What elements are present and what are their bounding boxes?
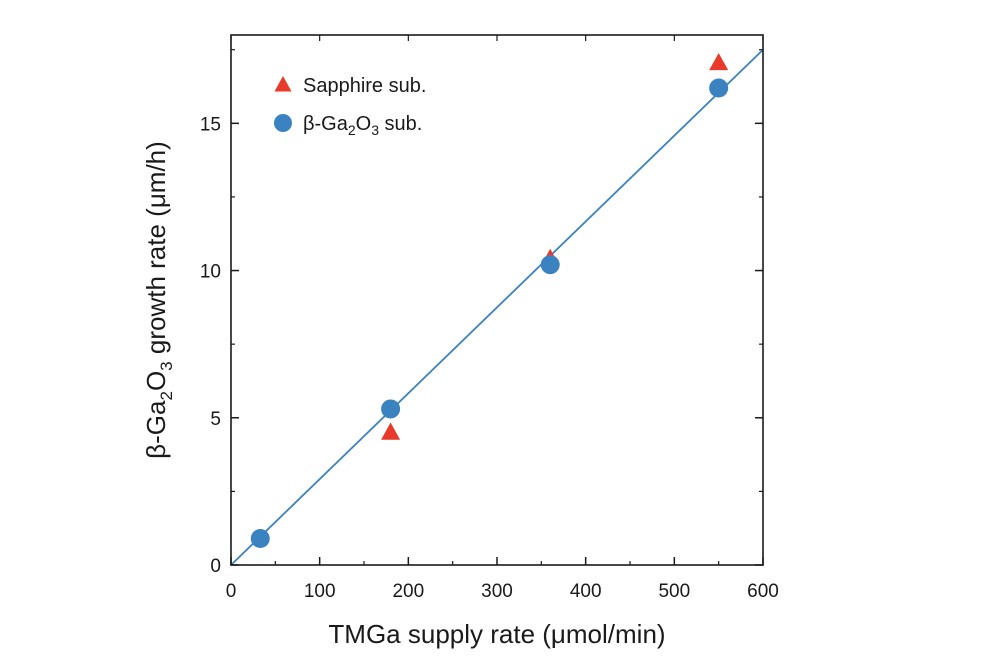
data-points-layer [250, 52, 729, 548]
y-axis-title-sub2: 3 [157, 361, 176, 370]
axis-ticks: 0 100 200 300 400 500 600 0 5 10 15 [200, 35, 779, 602]
x-tick-label: 200 [392, 581, 424, 602]
data-point-ga2o3 [709, 78, 729, 98]
y-tick-label: 0 [210, 556, 221, 577]
x-tick-label: 500 [658, 581, 690, 602]
y-axis-title-sub1: 2 [157, 391, 176, 400]
data-point-ga2o3 [250, 529, 270, 548]
fit-line [230, 49, 764, 566]
data-point-sapphire [381, 422, 401, 440]
data-point-ga2o3 [540, 255, 560, 275]
y-tick-label: 15 [200, 114, 221, 135]
legend-label-ga2o3-suffix: sub. [379, 113, 422, 135]
y-axis-title-prefix: β-Ga [141, 400, 171, 459]
legend-marker-sapphire [274, 76, 292, 92]
y-axis-title-mid: O [141, 371, 171, 391]
legend-label-ga2o3-sub2: 3 [371, 122, 379, 138]
legend-marker-ga2o3 [274, 114, 292, 132]
x-tick-label: 0 [226, 581, 237, 602]
legend: Sapphire sub. β-Ga2O3 sub. [274, 75, 426, 138]
y-axis-title-suffix: growth rate (μm/h) [141, 141, 171, 361]
legend-label-sapphire: Sapphire sub. [303, 75, 426, 97]
x-tick-label: 100 [304, 581, 336, 602]
data-point-sapphire [709, 52, 729, 71]
y-tick-label: 5 [210, 409, 221, 430]
x-tick-label: 300 [481, 581, 513, 602]
legend-label-ga2o3-prefix: β-Ga [303, 113, 349, 135]
fit-line-layer [230, 49, 764, 566]
x-axis-title: TMGa supply rate (μmol/min) [328, 619, 665, 649]
legend-label-ga2o3-mid: O [356, 113, 372, 135]
y-axis-title: β-Ga2O3 growth rate (μm/h) [141, 141, 176, 459]
y-tick-label: 10 [200, 262, 221, 283]
legend-label-ga2o3: β-Ga2O3 sub. [303, 113, 422, 138]
legend-label-ga2o3-sub1: 2 [348, 122, 356, 138]
x-tick-label: 400 [570, 581, 602, 602]
data-point-ga2o3 [381, 399, 401, 419]
x-tick-label: 600 [747, 581, 779, 602]
